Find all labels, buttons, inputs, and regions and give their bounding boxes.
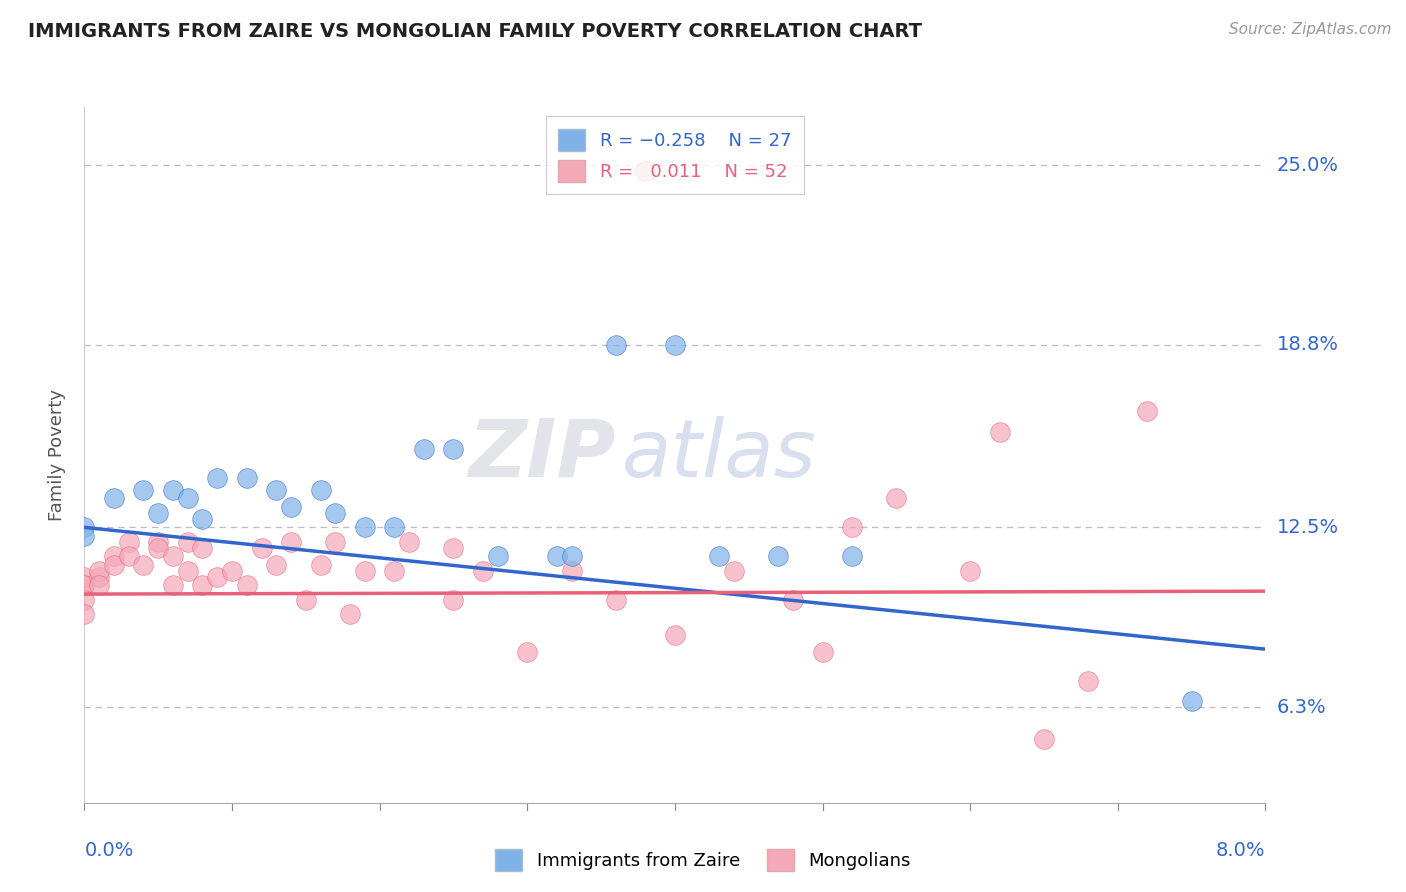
Text: 12.5%: 12.5% [1277, 518, 1339, 537]
Point [191, 512, 214, 526]
Point [398, 535, 420, 549]
Point [664, 338, 686, 352]
Point [103, 558, 125, 573]
Point [413, 442, 436, 457]
Point [103, 491, 125, 506]
Point [723, 564, 745, 578]
Text: 8.0%: 8.0% [1216, 841, 1265, 860]
Point [309, 483, 332, 497]
Point [486, 549, 509, 564]
Point [1180, 694, 1202, 708]
Point [87, 578, 111, 592]
Point [546, 549, 568, 564]
Point [382, 520, 406, 534]
Point [634, 164, 657, 178]
Point [73, 570, 96, 584]
Point [886, 491, 908, 506]
Point [118, 535, 141, 549]
Point [264, 483, 288, 497]
Point [280, 535, 302, 549]
Text: IMMIGRANTS FROM ZAIRE VS MONGOLIAN FAMILY POVERTY CORRELATION CHART: IMMIGRANTS FROM ZAIRE VS MONGOLIAN FAMIL… [28, 22, 922, 41]
Point [162, 483, 184, 497]
Point [516, 645, 538, 659]
Point [988, 425, 1011, 439]
Point [560, 564, 583, 578]
Point [148, 541, 170, 555]
Text: 6.3%: 6.3% [1277, 698, 1326, 716]
Point [205, 471, 228, 485]
Point [811, 645, 834, 659]
Legend: Immigrants from Zaire, Mongolians: Immigrants from Zaire, Mongolians [488, 842, 918, 879]
Point [280, 500, 302, 514]
Point [323, 506, 347, 520]
Text: atlas: atlas [621, 416, 817, 494]
Y-axis label: Family Poverty: Family Poverty [48, 389, 66, 521]
Point [250, 541, 273, 555]
Point [768, 549, 790, 564]
Point [118, 549, 141, 564]
Point [73, 592, 96, 607]
Point [148, 535, 170, 549]
Point [191, 578, 214, 592]
Point [264, 558, 288, 573]
Point [295, 592, 318, 607]
Point [87, 564, 111, 578]
Legend: R = −0.258    N = 27, R =   0.011    N = 52: R = −0.258 N = 27, R = 0.011 N = 52 [546, 116, 804, 194]
Point [1136, 404, 1159, 418]
Point [959, 564, 981, 578]
Point [132, 558, 155, 573]
Point [323, 535, 347, 549]
Text: 0.0%: 0.0% [84, 841, 134, 860]
Text: 18.8%: 18.8% [1277, 335, 1339, 354]
Point [73, 578, 96, 592]
Point [443, 592, 465, 607]
Point [354, 520, 377, 534]
Point [443, 541, 465, 555]
Point [132, 483, 155, 497]
Point [309, 558, 332, 573]
Point [205, 570, 228, 584]
Point [103, 549, 125, 564]
Point [73, 520, 96, 534]
Text: 25.0%: 25.0% [1277, 155, 1339, 175]
Point [148, 506, 170, 520]
Point [162, 578, 184, 592]
Text: Source: ZipAtlas.com: Source: ZipAtlas.com [1229, 22, 1392, 37]
Point [382, 564, 406, 578]
Point [177, 564, 200, 578]
Point [177, 491, 200, 506]
Point [841, 549, 863, 564]
Point [443, 442, 465, 457]
Point [709, 549, 731, 564]
Point [221, 564, 243, 578]
Point [87, 570, 111, 584]
Point [841, 520, 863, 534]
Point [339, 607, 361, 622]
Point [177, 535, 200, 549]
Point [605, 592, 627, 607]
Point [73, 607, 96, 622]
Point [605, 338, 627, 352]
Point [1032, 731, 1054, 746]
Point [472, 564, 495, 578]
Point [1077, 674, 1099, 689]
Text: ZIP: ZIP [468, 416, 616, 494]
Point [235, 578, 259, 592]
Point [73, 529, 96, 543]
Point [235, 471, 259, 485]
Point [782, 592, 804, 607]
Point [354, 564, 377, 578]
Point [162, 549, 184, 564]
Point [664, 628, 686, 642]
Point [560, 549, 583, 564]
Point [191, 541, 214, 555]
Point [73, 578, 96, 592]
